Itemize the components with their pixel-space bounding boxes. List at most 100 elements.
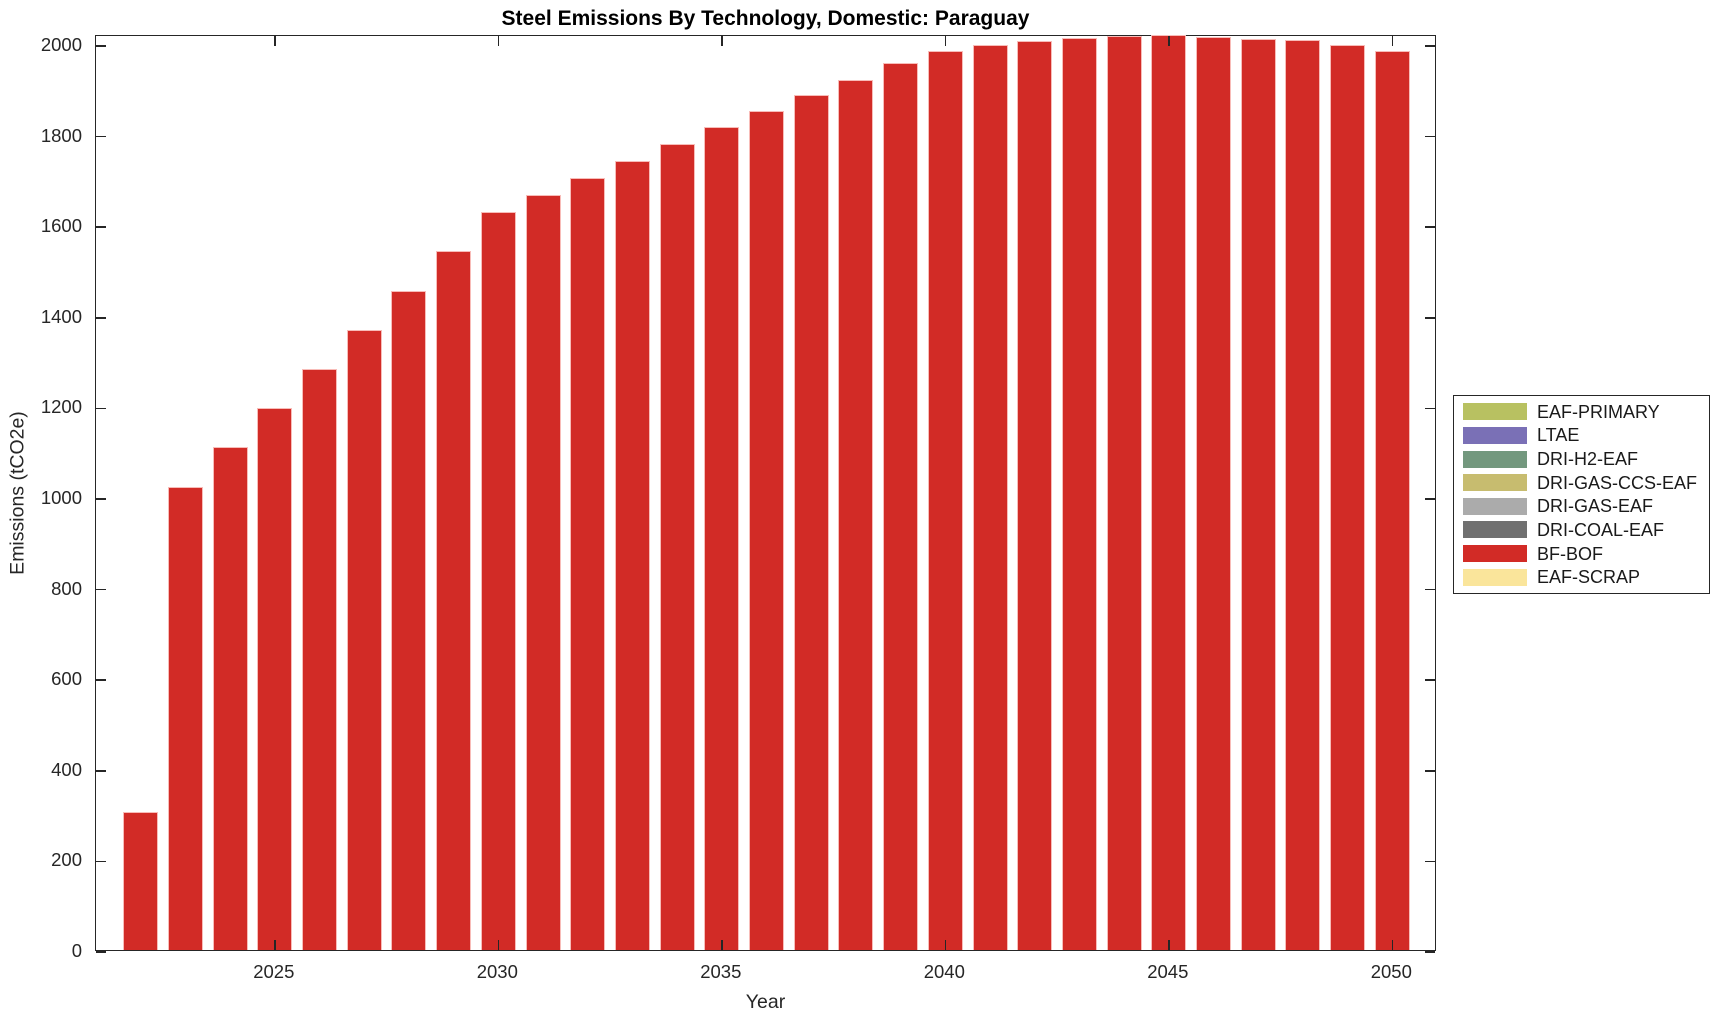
- bar-bf-bof-2046: [1196, 36, 1231, 950]
- ticks-layer: [96, 36, 1435, 953]
- y-tick-1800: [96, 135, 106, 138]
- bar-bf-bof-2033: [614, 160, 650, 950]
- x-tick-label-2030: 2030: [476, 961, 518, 982]
- legend-row-ltae: LTAE: [1463, 426, 1705, 444]
- legend-row-dri-coal-eaf: DRI-COAL-EAF: [1463, 521, 1705, 539]
- x-tick-2050: [1391, 940, 1394, 950]
- y-tick-label-800: 800: [51, 577, 82, 599]
- y-tick-right-1400: [1425, 317, 1435, 319]
- x-tick-2035: [721, 940, 723, 950]
- legend-row-bf-bof: BF-BOF: [1463, 545, 1705, 563]
- legend-swatch-bf-bof: [1463, 545, 1527, 563]
- legend-swatch-dri-gas-eaf: [1463, 497, 1527, 515]
- y-tick-600: [96, 679, 106, 681]
- y-tick-label-2000: 2000: [40, 33, 82, 55]
- bar-bf-bof-2028: [391, 290, 427, 950]
- bar-bf-bof-2034: [659, 143, 695, 950]
- y-tick-right-1600: [1425, 226, 1435, 228]
- bar-bf-bof-2039: [883, 63, 919, 950]
- legend-label: LTAE: [1537, 425, 1580, 446]
- bar-bf-bof-2040: [927, 50, 963, 950]
- y-tick-right-1200: [1425, 407, 1435, 410]
- bar-bf-bof-2038: [838, 79, 874, 950]
- legend-label: BF-BOF: [1537, 543, 1603, 564]
- bar-bf-bof-2044: [1106, 35, 1142, 950]
- legend-label: EAF-PRIMARY: [1537, 401, 1660, 422]
- y-tick-1200: [96, 407, 106, 410]
- bar-bf-bof-2023: [167, 487, 203, 950]
- bar-bf-bof-2041: [972, 44, 1008, 950]
- x-tick-label-2025: 2025: [253, 961, 295, 982]
- legend-row-dri-h2-eaf: DRI-H2-EAF: [1463, 450, 1705, 468]
- x-tick-top-2050: [1391, 36, 1394, 46]
- y-tick-label-1000: 1000: [40, 486, 82, 508]
- legend-swatch-eaf-primary: [1463, 403, 1527, 421]
- legend-label: DRI-GAS-CCS-EAF: [1537, 472, 1698, 493]
- y-tick-right-200: [1425, 860, 1435, 863]
- y-tick-label-1800: 1800: [40, 124, 82, 146]
- y-tick-1600: [96, 226, 106, 228]
- legend: EAF-PRIMARY LTAE DRI-H2-EAF DRI-GAS-CCS-EAF…: [1453, 395, 1710, 594]
- legend-swatch-dri-coal-eaf: [1463, 521, 1527, 539]
- bar-bf-bof-2022: [123, 811, 159, 950]
- y-tick-0: [96, 951, 106, 953]
- y-tick-right-2000: [1425, 45, 1435, 47]
- x-tick-label-2035: 2035: [700, 961, 742, 982]
- legend-label: DRI-H2-EAF: [1537, 449, 1639, 470]
- x-tick-2030: [497, 940, 500, 950]
- y-tick-label-1200: 1200: [40, 396, 82, 418]
- y-tick-200: [96, 860, 106, 863]
- legend-label: DRI-COAL-EAF: [1537, 519, 1665, 540]
- legend-label: DRI-GAS-EAF: [1537, 496, 1654, 517]
- legend-swatch-dri-h2-eaf: [1463, 450, 1527, 468]
- y-tick-right-1800: [1425, 135, 1435, 138]
- y-tick-2000: [96, 45, 106, 47]
- y-tick-400: [96, 770, 106, 772]
- bar-bf-bof-2032: [570, 177, 606, 950]
- bars-layer: [96, 35, 1435, 950]
- x-tick-label-2045: 2045: [1147, 961, 1189, 982]
- x-tick-label-2040: 2040: [923, 961, 965, 982]
- bar-bf-bof-2036: [749, 110, 784, 950]
- bar-bf-bof-2047: [1240, 38, 1276, 950]
- x-tick-2025: [274, 940, 276, 950]
- y-tick-right-800: [1425, 588, 1435, 591]
- bar-bf-bof-2035: [704, 126, 740, 950]
- x-tick-top-2045: [1168, 36, 1170, 46]
- y-tick-right-1000: [1425, 498, 1435, 500]
- legend-swatch-ltae: [1463, 426, 1527, 444]
- legend-row-dri-gas-ccs-eaf: DRI-GAS-CCS-EAF: [1463, 474, 1705, 492]
- x-tick-2045: [1168, 940, 1170, 950]
- bar-bf-bof-2027: [346, 329, 382, 950]
- legend-row-eaf-primary: EAF-PRIMARY: [1463, 403, 1705, 421]
- x-tick-2040: [944, 940, 947, 950]
- legend-row-dri-gas-eaf: DRI-GAS-EAF: [1463, 497, 1705, 515]
- y-tick-800: [96, 588, 106, 591]
- y-tick-right-600: [1425, 679, 1435, 681]
- plot-area: [95, 35, 1436, 953]
- x-tick-label-2050: 2050: [1370, 961, 1412, 982]
- x-axis-label: Year: [745, 991, 786, 1013]
- bar-bf-bof-2024: [212, 446, 248, 950]
- y-tick-right-400: [1425, 770, 1435, 772]
- bar-bf-bof-2048: [1285, 40, 1321, 950]
- y-tick-1000: [96, 498, 106, 500]
- x-tick-top-2030: [497, 36, 500, 46]
- legend-swatch-dri-gas-ccs-eaf: [1463, 474, 1527, 492]
- bar-bf-bof-2037: [793, 94, 829, 950]
- bar-bf-bof-2030: [480, 211, 516, 950]
- y-tick-1400: [96, 317, 106, 319]
- x-tick-top-2035: [721, 36, 723, 46]
- y-tick-right-0: [1425, 951, 1435, 953]
- x-tick-top-2040: [944, 36, 947, 46]
- bar-bf-bof-2031: [525, 194, 561, 950]
- legend-row-eaf-scrap: EAF-SCRAP: [1463, 568, 1705, 586]
- bar-bf-bof-2050: [1374, 50, 1410, 950]
- bar-bf-bof-2045: [1151, 35, 1187, 950]
- y-tick-label-200: 200: [51, 849, 82, 871]
- bar-bf-bof-2026: [302, 368, 337, 950]
- legend-swatch-eaf-scrap: [1463, 568, 1527, 586]
- bar-bf-bof-2049: [1330, 44, 1366, 950]
- bar-bf-bof-2043: [1061, 38, 1097, 950]
